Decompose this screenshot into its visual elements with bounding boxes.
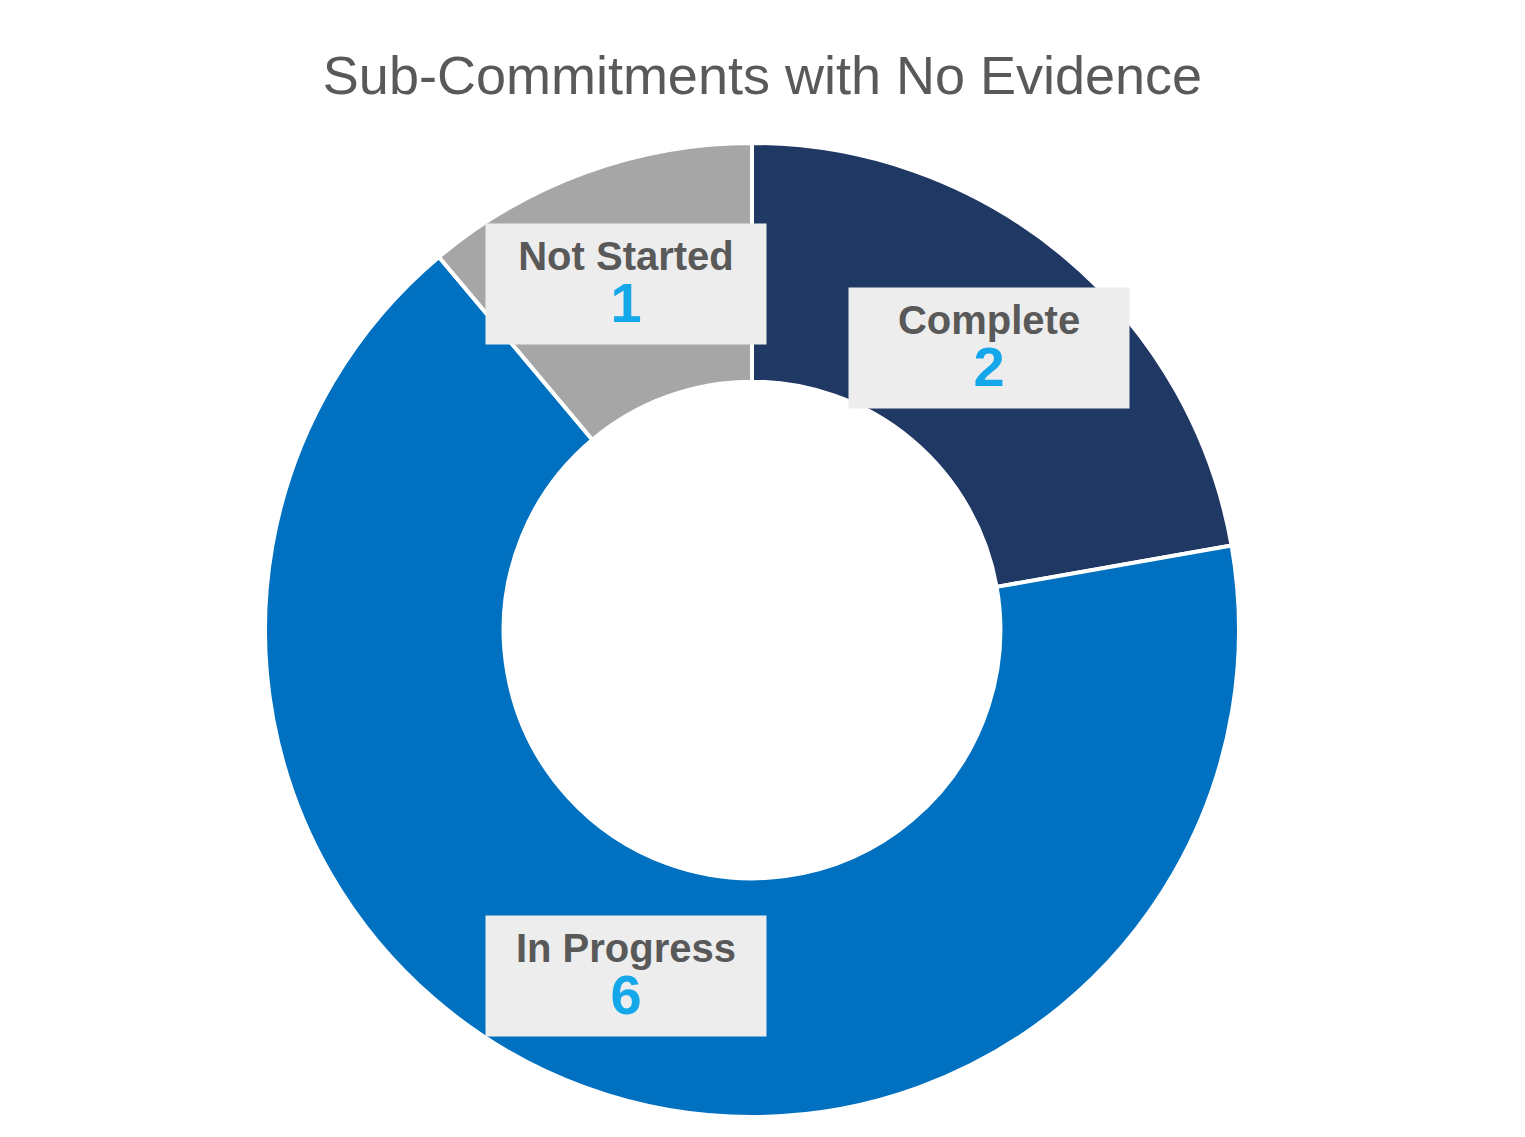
svg-text:Complete2: Complete2 [898, 298, 1080, 398]
svg-text:Not Started1: Not Started1 [518, 234, 734, 334]
svg-text:In Progress6: In Progress6 [516, 926, 736, 1026]
svg-text:Sub-Commitments with No Eviden: Sub-Commitments with No Evidence [323, 45, 1202, 105]
